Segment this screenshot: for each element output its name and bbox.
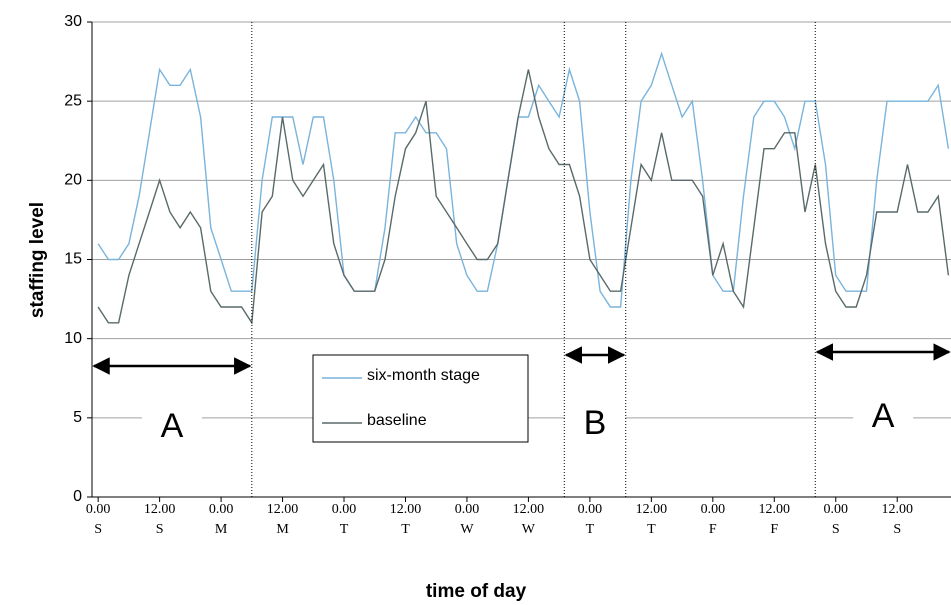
y-axis-title: staffing level <box>27 202 48 318</box>
period-label: B <box>584 404 607 442</box>
x-tick-label: 0.00 <box>209 502 234 517</box>
label-bg <box>565 403 626 447</box>
x-tick-day: F <box>709 522 717 537</box>
x-tick-label: 0.00 <box>578 502 603 517</box>
legend-box <box>312 354 529 443</box>
x-tick-day: T <box>340 522 349 537</box>
x-axis-title: time of day <box>426 581 527 602</box>
x-tick-day: M <box>215 522 228 537</box>
x-tick-label: 0.00 <box>332 502 357 517</box>
y-tick-label: 20 <box>64 172 82 189</box>
x-tick-day: M <box>276 522 289 537</box>
x-tick-label: 0.00 <box>823 502 848 517</box>
x-tick-day: T <box>401 522 410 537</box>
x-tick-day: W <box>460 522 474 537</box>
y-tick-label: 0 <box>73 488 82 505</box>
x-tick-day: S <box>832 522 840 537</box>
x-tick-label: 12.00 <box>636 502 668 517</box>
x-tick-day: S <box>893 522 901 537</box>
x-tick-day: T <box>647 522 656 537</box>
x-tick-day: S <box>156 522 164 537</box>
x-tick-day: S <box>94 522 102 537</box>
x-tick-label: 12.00 <box>881 502 913 517</box>
x-tick-day: F <box>770 522 778 537</box>
x-tick-label: 0.00 <box>455 502 480 517</box>
x-tick-day: T <box>586 522 595 537</box>
label-bg <box>853 396 914 440</box>
series-line <box>97 51 950 308</box>
label-bg <box>141 406 202 450</box>
x-tick-label: 0.00 <box>86 502 111 517</box>
period-label: A <box>161 407 184 445</box>
x-tick-label: 12.00 <box>390 502 422 517</box>
x-tick-label: 12.00 <box>513 502 545 517</box>
legend-label: baseline <box>367 412 427 429</box>
x-tick-label: 12.00 <box>759 502 791 517</box>
x-tick-label: 12.00 <box>144 502 176 517</box>
x-tick-label: 12.00 <box>267 502 299 517</box>
y-tick-label: 15 <box>64 251 82 268</box>
x-tick-day: W <box>522 522 536 537</box>
y-tick-label: 25 <box>64 92 82 109</box>
period-label: A <box>872 397 895 435</box>
series-line <box>97 69 950 325</box>
x-tick-label: 0.00 <box>701 502 726 517</box>
y-tick-label: 5 <box>73 409 82 426</box>
y-tick-label: 10 <box>64 330 82 347</box>
y-tick-label: 30 <box>64 13 82 30</box>
legend-label: six-month stage <box>367 367 480 384</box>
legend: six-month stage baseline <box>312 354 529 443</box>
